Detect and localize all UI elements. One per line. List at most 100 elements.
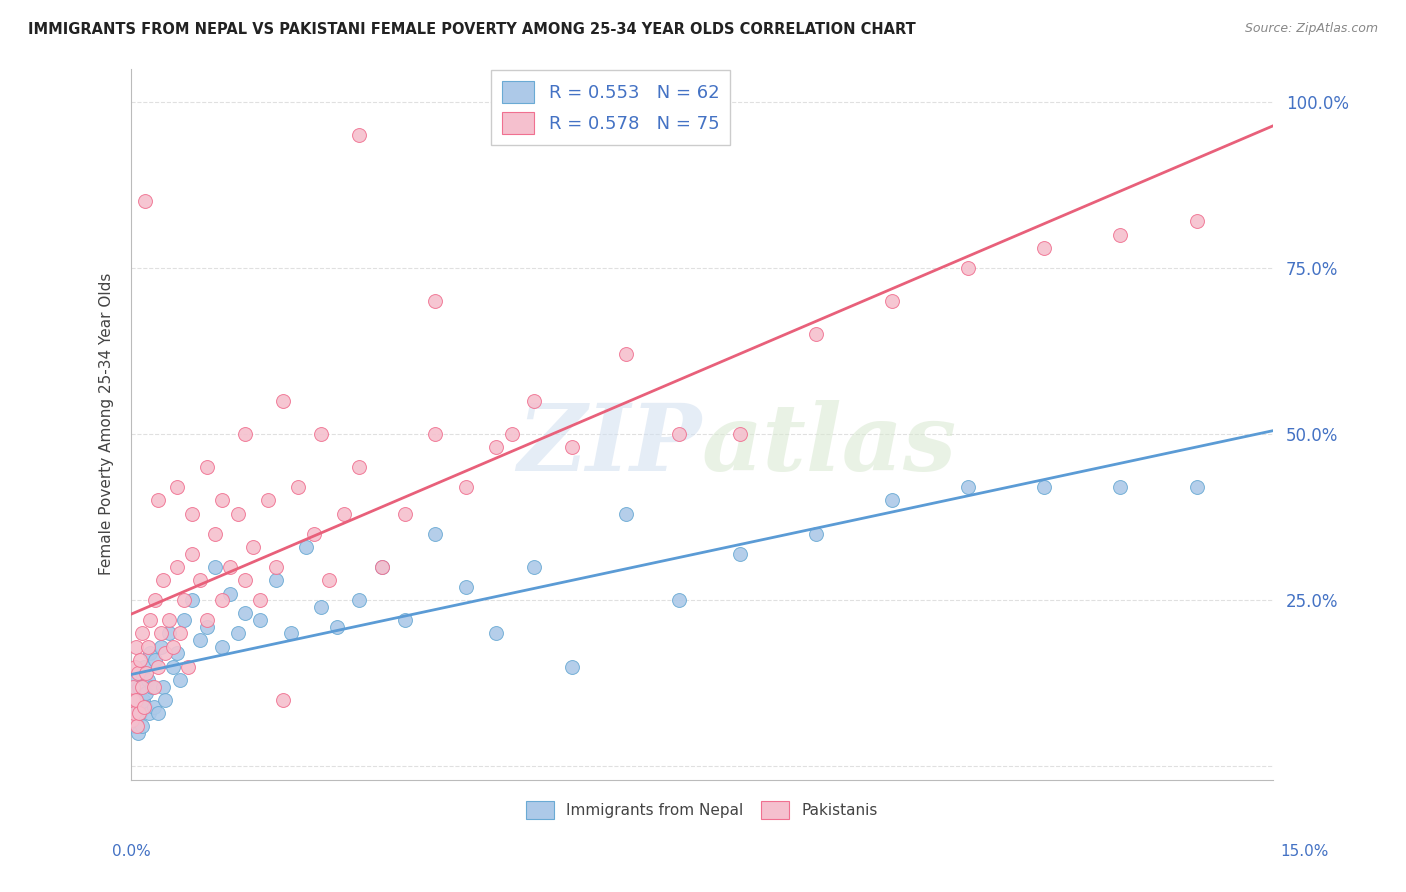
Point [166, 480, 188, 494]
Point [271, 393, 294, 408]
Point [135, 666, 157, 681]
Point [121, 693, 143, 707]
Point [139, 646, 162, 660]
Point [166, 560, 188, 574]
Point [257, 493, 280, 508]
Point [211, 640, 233, 654]
Point [188, 633, 211, 648]
Point [668, 427, 690, 442]
Point [614, 347, 637, 361]
Point [425, 526, 447, 541]
Point [233, 573, 256, 587]
Point [394, 613, 416, 627]
Point [561, 659, 583, 673]
Point [302, 526, 325, 541]
Point [121, 713, 143, 727]
Text: 0.0%: 0.0% [112, 845, 152, 859]
Point [150, 640, 173, 654]
Point [124, 706, 146, 720]
Point [122, 686, 145, 700]
Point [311, 427, 333, 442]
Point [249, 613, 271, 627]
Point [485, 626, 508, 640]
Point [169, 626, 191, 640]
Point [219, 560, 242, 574]
Point [204, 526, 226, 541]
Point [134, 194, 156, 209]
Point [1109, 480, 1132, 494]
Point [349, 460, 371, 475]
Point [1033, 480, 1056, 494]
Point [180, 547, 202, 561]
Point [454, 580, 477, 594]
Point [349, 593, 371, 607]
Point [880, 294, 903, 309]
Point [157, 626, 180, 640]
Point [121, 719, 143, 733]
Point [349, 128, 371, 142]
Point [233, 607, 256, 621]
Point [146, 493, 169, 508]
Point [122, 680, 145, 694]
Point [614, 507, 637, 521]
Point [226, 626, 249, 640]
Point [146, 659, 169, 673]
Point [561, 440, 583, 454]
Point [127, 719, 149, 733]
Point [804, 327, 827, 342]
Point [501, 427, 523, 442]
Point [138, 706, 160, 720]
Point [280, 626, 302, 640]
Point [128, 680, 150, 694]
Point [162, 659, 184, 673]
Point [173, 593, 195, 607]
Point [523, 393, 546, 408]
Point [131, 719, 153, 733]
Point [523, 560, 546, 574]
Point [127, 693, 149, 707]
Point [211, 493, 233, 508]
Text: atlas: atlas [702, 401, 957, 491]
Point [127, 726, 149, 740]
Point [371, 560, 394, 574]
Point [132, 659, 155, 673]
Point [180, 593, 202, 607]
Point [128, 706, 150, 720]
Point [122, 699, 145, 714]
Point [132, 699, 155, 714]
Point [957, 260, 980, 275]
Point [394, 507, 416, 521]
Point [173, 613, 195, 627]
Text: Source: ZipAtlas.com: Source: ZipAtlas.com [1244, 22, 1378, 36]
Point [264, 573, 287, 587]
Point [155, 646, 177, 660]
Point [145, 653, 167, 667]
Point [425, 294, 447, 309]
Point [211, 593, 233, 607]
Point [132, 693, 155, 707]
Point [195, 620, 218, 634]
Point [177, 659, 200, 673]
Point [136, 673, 159, 687]
Text: ZIP: ZIP [517, 401, 702, 491]
Point [311, 599, 333, 614]
Point [233, 427, 256, 442]
Point [249, 593, 271, 607]
Point [145, 593, 167, 607]
Point [180, 507, 202, 521]
Point [157, 613, 180, 627]
Point [134, 699, 156, 714]
Legend: Immigrants from Nepal, Pakistanis: Immigrants from Nepal, Pakistanis [520, 795, 883, 825]
Point [129, 706, 152, 720]
Point [1033, 241, 1056, 255]
Point [136, 640, 159, 654]
Point [485, 440, 508, 454]
Point [131, 626, 153, 640]
Point [125, 640, 148, 654]
Point [264, 560, 287, 574]
Point [152, 573, 174, 587]
Point [124, 693, 146, 707]
Point [271, 693, 294, 707]
Point [169, 673, 191, 687]
Y-axis label: Female Poverty Among 25-34 Year Olds: Female Poverty Among 25-34 Year Olds [100, 273, 114, 575]
